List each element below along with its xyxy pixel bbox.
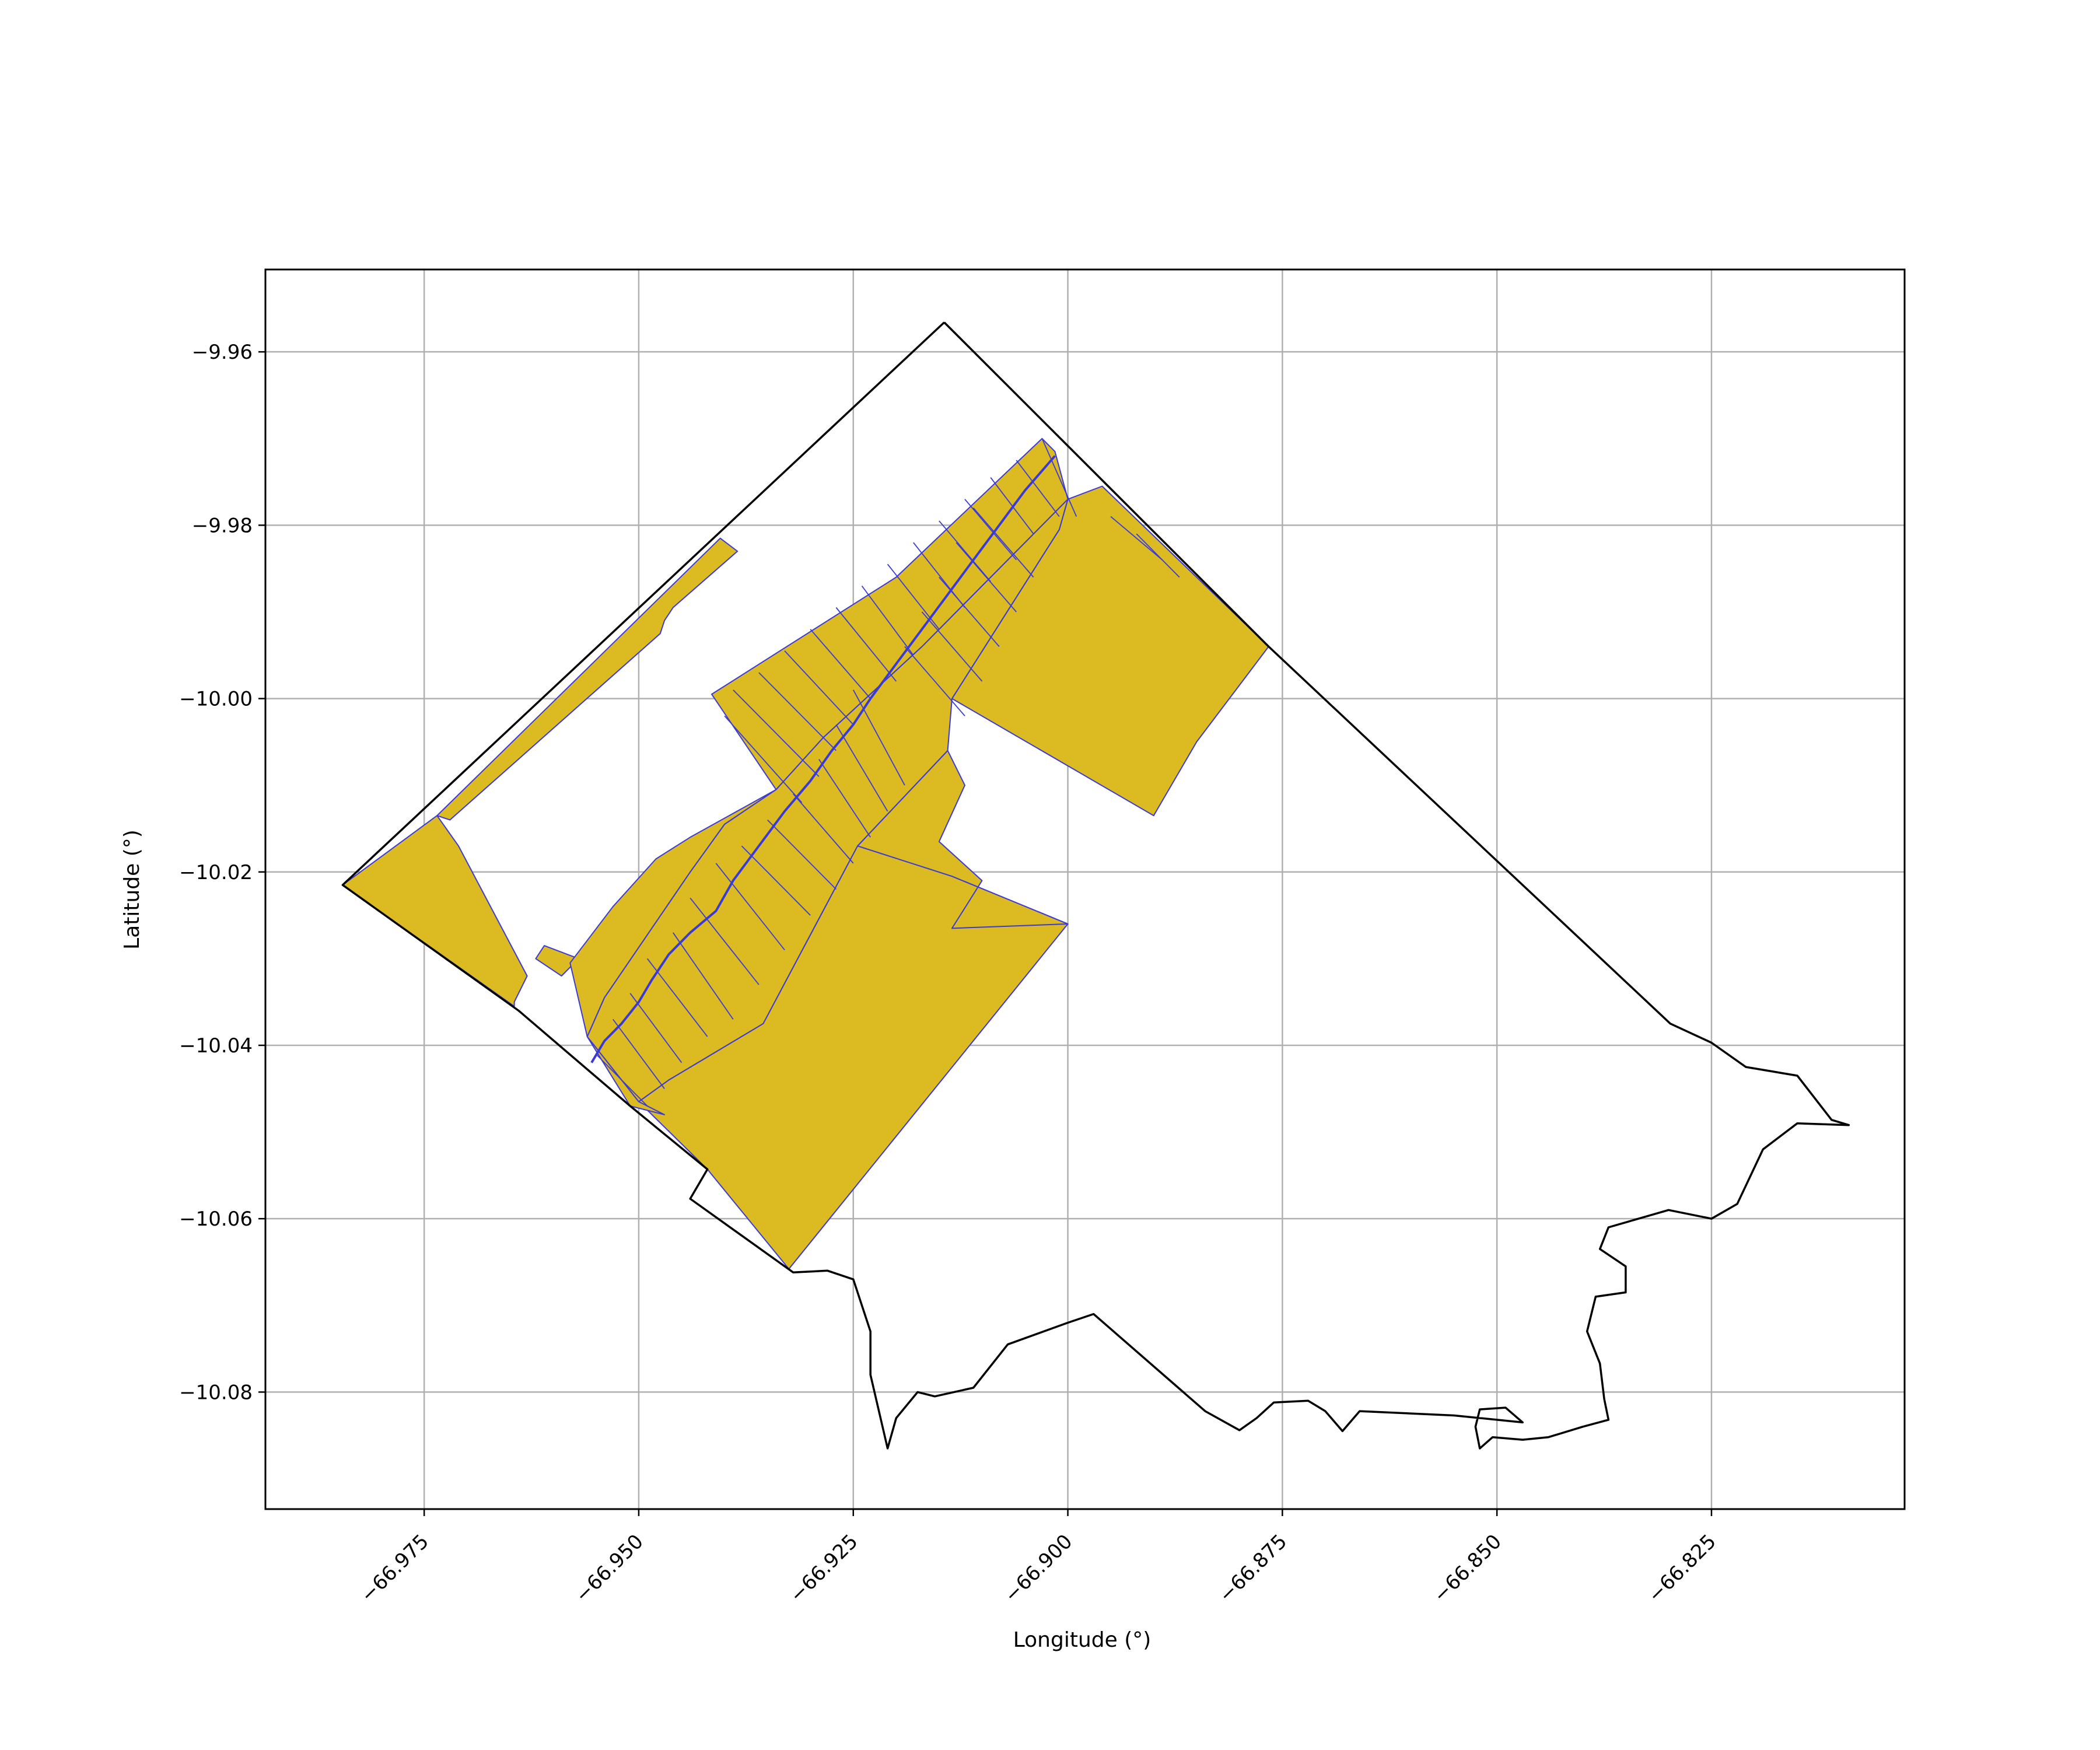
y-axis-label: Latitude (°): [120, 830, 144, 950]
parcel-0: [342, 815, 528, 1007]
parcel-strip-lines: [595, 438, 1180, 1107]
strip-line-17: [793, 793, 854, 864]
strip-line-10: [784, 650, 854, 725]
y-tick-label-6: −10.08: [179, 1381, 253, 1404]
x-tick-label-1: −66.950: [570, 1530, 648, 1608]
strip-line-33: [1110, 516, 1163, 561]
x-tick-label-5: −66.850: [1429, 1530, 1507, 1608]
strip-line-20: [715, 863, 785, 951]
x-tick-label-3: −66.900: [1000, 1530, 1077, 1608]
x-tick-label-2: −66.925: [785, 1530, 863, 1608]
parcel-1: [436, 537, 738, 821]
strip-line-16: [818, 759, 871, 838]
strip-line-32: [1136, 533, 1180, 578]
strip-line-1: [1016, 460, 1060, 517]
strip-line-19: [741, 845, 811, 916]
y-tick-label-5: −10.06: [179, 1208, 253, 1231]
x-tick-label-0: −66.975: [356, 1530, 434, 1608]
y-tick-label-1: −9.98: [192, 514, 253, 537]
strip-line-29: [939, 576, 1000, 647]
strip-line-18: [767, 819, 837, 890]
y-tick-label-2: −10.00: [179, 688, 253, 711]
x-tick-label-4: −66.875: [1214, 1530, 1292, 1608]
road-path: [590, 455, 1056, 1063]
road-line: [590, 455, 1056, 1063]
strip-line-30: [921, 611, 983, 682]
y-tick-label-3: −10.02: [179, 861, 253, 884]
strip-line-27: [973, 508, 1034, 578]
strip-line-8: [835, 607, 897, 682]
strip-line-21: [690, 897, 760, 985]
strip-line-13: [724, 715, 803, 803]
strip-line-3: [964, 499, 1017, 561]
y-tick-label-0: −9.96: [192, 341, 253, 364]
strip-line-15: [835, 724, 888, 812]
y-axis-ticks: −9.96 −9.98 −10.00 −10.02 −10.04 −10.06 −10.08: [179, 341, 265, 1404]
municipality-boundary: [341, 321, 1850, 1450]
strip-line-4: [939, 520, 991, 582]
plot-frame: [264, 268, 1906, 1510]
strip-line-12: [733, 690, 820, 777]
boundary-path: [341, 321, 1850, 1450]
strip-line-14: [853, 690, 905, 786]
grid-lines: [265, 270, 1905, 1509]
strip-line-31: [904, 646, 965, 716]
strip-line-28: [956, 542, 1017, 612]
strip-line-2: [990, 477, 1034, 534]
strip-line-22: [673, 932, 734, 1020]
x-axis-label: Longitude (°): [1013, 1628, 1152, 1652]
parcel-polygons: [342, 438, 1269, 1270]
parcel-4: [857, 750, 1069, 929]
x-tick-label-6: −66.825: [1643, 1530, 1721, 1608]
strip-line-7: [861, 585, 914, 656]
strip-line-26: [595, 1054, 648, 1107]
x-axis-ticks: −66.975 −66.950 −66.925 −66.900 −66.875 −66.8…: [356, 1509, 1721, 1607]
strip-line-25: [612, 1019, 665, 1089]
strip-line-11: [758, 672, 837, 751]
strip-line-24: [629, 993, 682, 1063]
parcel-7: [569, 438, 1069, 1115]
y-tick-label-4: −10.04: [179, 1034, 253, 1058]
strip-line-0: [1041, 438, 1077, 517]
strip-line-9: [810, 629, 871, 699]
